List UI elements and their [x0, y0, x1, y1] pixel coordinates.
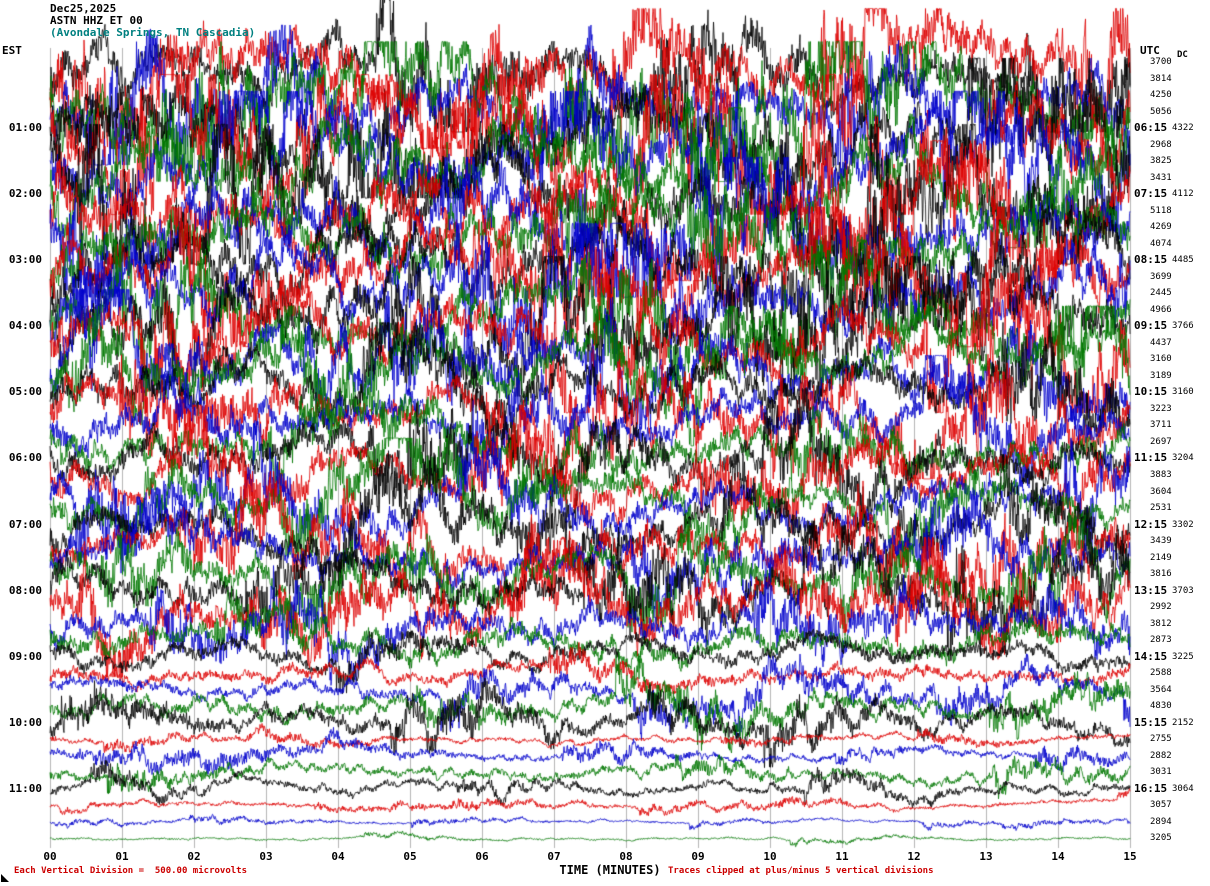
dc-value: 4269 — [1150, 222, 1172, 233]
est-time-label: 05:00 — [8, 385, 42, 399]
dc-value: 3223 — [1150, 403, 1172, 414]
est-time-label: 04:00 — [8, 319, 42, 333]
est-time-label: 01:00 — [8, 121, 42, 135]
utc-time-label: 06:15 — [1134, 121, 1168, 135]
x-tick-label: 05 — [403, 850, 417, 863]
dc-value: 2755 — [1150, 734, 1172, 745]
utc-time-label: 14:15 — [1134, 649, 1168, 663]
utc-time-label: 13:15 — [1134, 583, 1168, 597]
dc-value: 3825 — [1150, 156, 1172, 167]
dc-value: 2588 — [1150, 668, 1172, 679]
footer-clip-note: Traces clipped at plus/minus 5 vertical … — [668, 866, 934, 876]
x-tick-label: 13 — [979, 850, 993, 863]
dc-value: 2445 — [1150, 288, 1172, 299]
utc-time-label: 15:15 — [1134, 715, 1168, 729]
dc-value: 5056 — [1150, 106, 1172, 117]
dc-value: 4437 — [1150, 337, 1172, 348]
dc-value: 2149 — [1150, 552, 1172, 563]
dc-value: 4966 — [1150, 304, 1172, 315]
dc-value: 3564 — [1150, 684, 1172, 695]
x-tick-label: 12 — [907, 850, 921, 863]
utc-time-label: 09:15 — [1134, 319, 1168, 333]
dc-value: 2531 — [1150, 503, 1172, 514]
x-tick-label: 07 — [547, 850, 561, 863]
est-time-label: 03:00 — [8, 253, 42, 267]
dc-value: 3604 — [1150, 486, 1172, 497]
dc-value: 3160 — [1150, 354, 1172, 365]
est-time-label: 06:00 — [8, 451, 42, 465]
dc-value: 3766 — [1172, 321, 1194, 332]
est-time-label: 10:00 — [8, 715, 42, 729]
dc-value: 2882 — [1150, 750, 1172, 761]
dc-value: 3711 — [1150, 420, 1172, 431]
utc-time-label: 16:15 — [1134, 781, 1168, 795]
dc-value: 3439 — [1150, 536, 1172, 547]
utc-time-label: 07:15 — [1134, 187, 1168, 201]
left-axis-label: EST — [2, 44, 22, 57]
dc-value: 3302 — [1172, 519, 1194, 530]
dc-value: 3703 — [1172, 585, 1194, 596]
dc-value: 3812 — [1150, 618, 1172, 629]
dc-value: 4322 — [1172, 123, 1194, 134]
dc-value: 3064 — [1172, 783, 1194, 794]
dc-value: 4074 — [1150, 238, 1172, 249]
x-tick-label: 06 — [475, 850, 489, 863]
x-tick-label: 01 — [115, 850, 129, 863]
dc-value: 4830 — [1150, 701, 1172, 712]
corner-mark — [1, 874, 9, 882]
est-time-label: 09:00 — [8, 649, 42, 663]
dc-value: 3883 — [1150, 470, 1172, 480]
header-location: (Avondale Springs, TN Cascadia) — [50, 26, 256, 39]
dc-value: 3189 — [1150, 370, 1172, 381]
x-tick-label: 02 — [187, 850, 201, 863]
dc-value: 3204 — [1172, 453, 1194, 464]
est-time-label: 02:00 — [8, 187, 42, 201]
est-time-label: 07:00 — [8, 517, 42, 531]
header-station: ASTN HHZ ET 00 — [50, 14, 143, 27]
dc-value: 2697 — [1150, 436, 1172, 447]
x-tick-label: 14 — [1051, 850, 1065, 863]
dc-value: 4485 — [1172, 255, 1194, 266]
x-tick-label: 00 — [43, 850, 57, 863]
dc-value: 2152 — [1172, 717, 1194, 728]
dc-value: 3699 — [1150, 271, 1172, 282]
dc-value: 4112 — [1172, 189, 1194, 200]
x-tick-label: 04 — [331, 850, 345, 863]
right-axis-label: UTC — [1140, 44, 1160, 57]
est-time-label: 11:00 — [8, 781, 42, 795]
x-tick-label: 03 — [259, 850, 273, 863]
dc-value: 3031 — [1150, 767, 1172, 778]
est-time-label: 08:00 — [8, 583, 42, 597]
footer-division-note: Each Vertical Division = 500.00 microvol… — [14, 866, 247, 876]
dc-column-header: DC — [1177, 50, 1188, 60]
x-tick-label: 10 — [763, 850, 777, 863]
dc-value: 3160 — [1172, 387, 1194, 398]
dc-value: 3225 — [1172, 651, 1194, 662]
dc-value: 3431 — [1150, 172, 1172, 183]
dc-value: 3816 — [1150, 569, 1172, 580]
dc-value: 3814 — [1150, 73, 1172, 84]
x-tick-label: 09 — [691, 850, 705, 863]
dc-value: 3700 — [1150, 57, 1172, 67]
dc-value: 2873 — [1150, 635, 1172, 646]
utc-time-label: 08:15 — [1134, 253, 1168, 267]
dc-value: 2992 — [1150, 602, 1172, 613]
dc-value: 5118 — [1150, 205, 1172, 216]
x-tick-label: 11 — [835, 850, 849, 863]
x-axis-title: TIME (MINUTES) — [559, 863, 661, 877]
x-tick-label: 08 — [619, 850, 633, 863]
dc-value: 2894 — [1150, 816, 1172, 827]
dc-value: 2968 — [1150, 139, 1172, 150]
dc-value: 3057 — [1150, 800, 1172, 811]
x-tick-label: 15 — [1123, 850, 1137, 863]
utc-time-label: 10:15 — [1134, 385, 1168, 399]
utc-time-label: 11:15 — [1134, 451, 1168, 465]
dc-value: 4250 — [1150, 90, 1172, 101]
header-date: Dec25,2025 — [50, 2, 117, 15]
dc-value: 3205 — [1150, 833, 1172, 844]
utc-time-label: 12:15 — [1134, 517, 1168, 531]
